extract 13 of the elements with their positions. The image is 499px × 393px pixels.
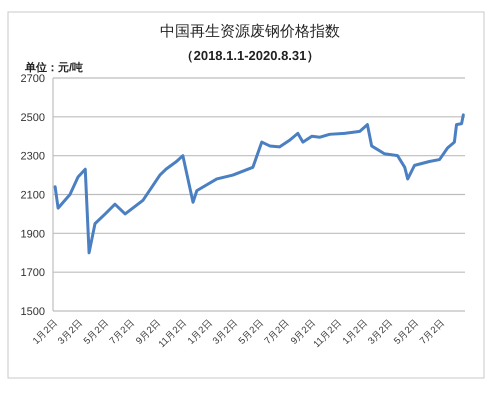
- y-tick-label: 2700: [20, 73, 45, 85]
- x-tick-label: 7月2日: [108, 317, 138, 347]
- y-axis-title: 单位：元/吨: [24, 61, 84, 74]
- y-tick-label: 2100: [20, 190, 45, 202]
- chart-subtitle: （2018.1.1-2020.8.31）: [180, 48, 320, 63]
- y-tick-label: 2500: [20, 112, 45, 124]
- y-tick-label: 1900: [20, 228, 45, 240]
- line-series: [54, 113, 465, 254]
- chart-title: 中国再生资源废钢价格指数: [160, 23, 340, 40]
- x-tick-label: 7月2日: [262, 317, 292, 347]
- y-tick-label: 1500: [20, 306, 45, 318]
- y-tick-label: 2300: [20, 150, 45, 163]
- y-tick-label: 1700: [20, 267, 45, 280]
